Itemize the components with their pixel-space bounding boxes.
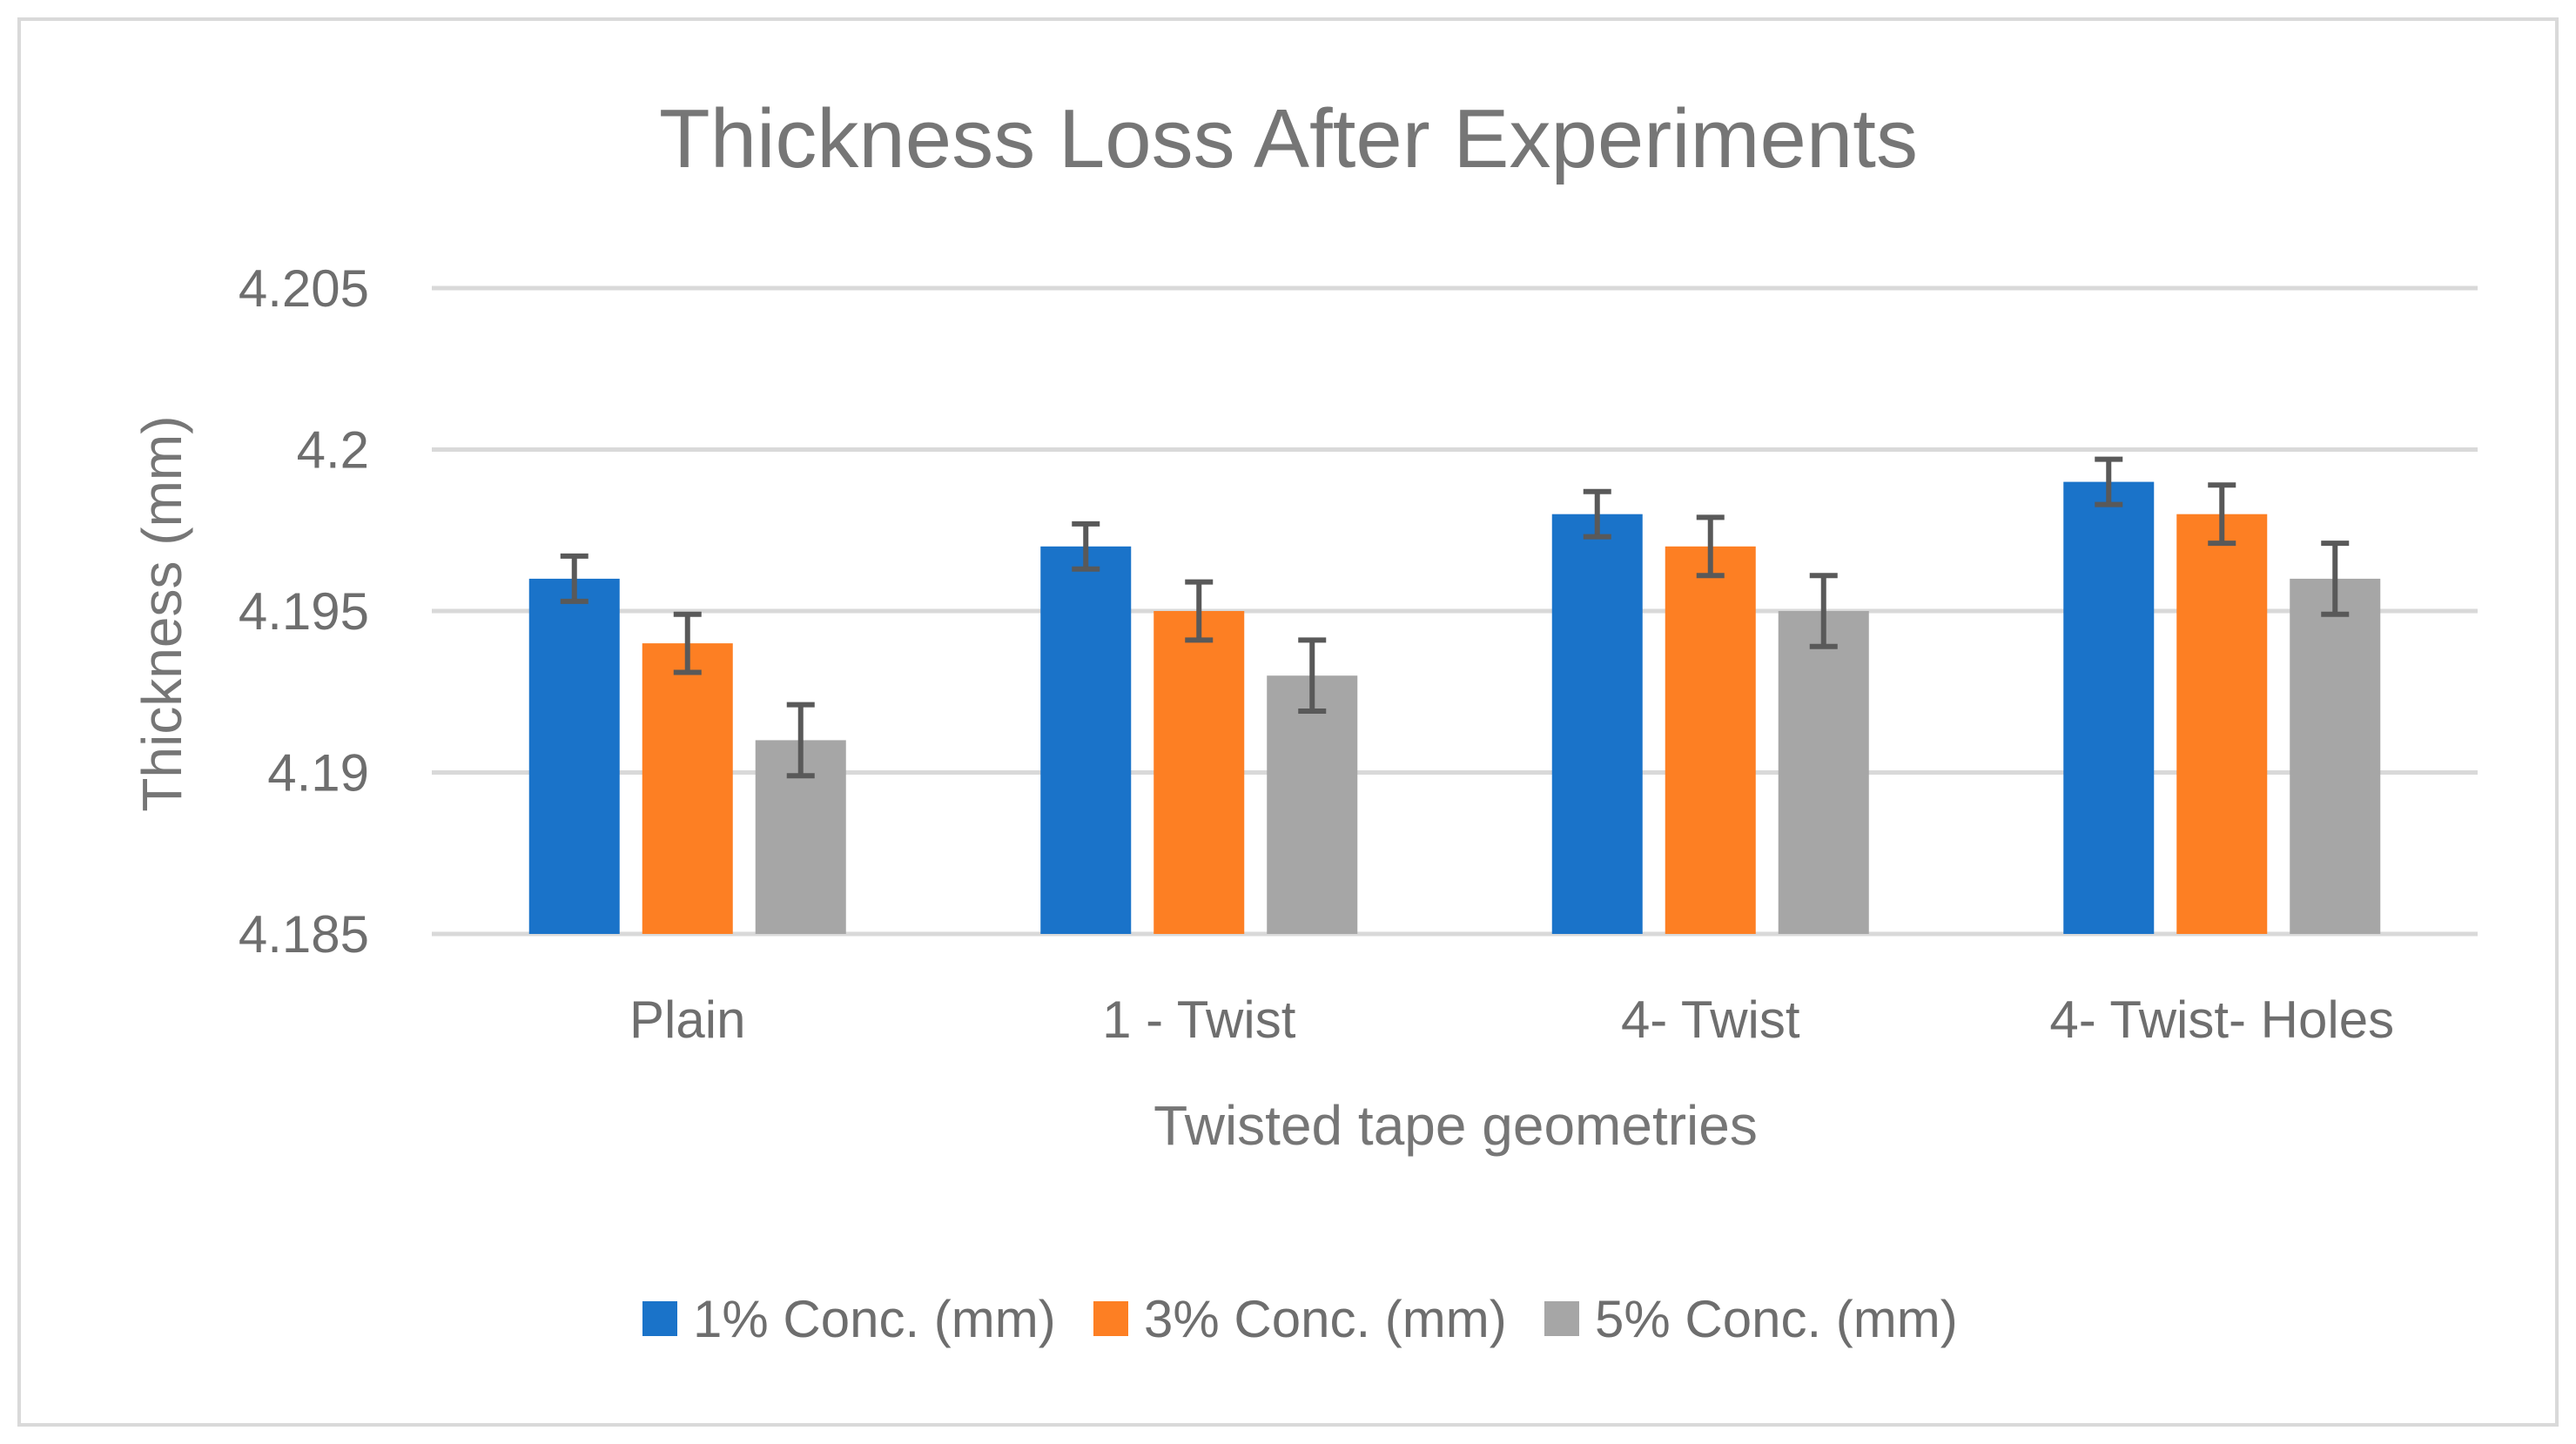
legend-label: 5% Conc. (mm) <box>1595 1290 1958 1348</box>
y-tick-label: 4.205 <box>239 259 369 318</box>
error-bar <box>786 702 815 779</box>
bar <box>1778 611 1869 934</box>
error-bar <box>1072 521 1100 572</box>
legend-item: 3% Conc. (mm) <box>1093 1290 1507 1348</box>
error-bar <box>2321 541 2350 617</box>
chart-title: Thickness Loss After Experiments <box>659 92 1918 185</box>
legend-label: 1% Conc. (mm) <box>693 1290 1056 1348</box>
bar <box>642 643 733 934</box>
legend-label: 3% Conc. (mm) <box>1144 1290 1507 1348</box>
y-axis-title: Thickness (mm) <box>131 415 193 811</box>
error-bar <box>673 611 702 675</box>
legend-swatch <box>642 1301 677 1336</box>
error-bar <box>1298 637 1327 715</box>
y-tick-label: 4.195 <box>239 582 369 641</box>
y-tick-label: 4.2 <box>297 421 369 480</box>
x-axis-tick-labels: Plain 1 - Twist 4- Twist 4- Twist- Holes <box>629 991 2394 1049</box>
error-bars <box>560 456 2350 779</box>
bar <box>1267 675 1358 934</box>
bar <box>528 578 620 934</box>
error-bar <box>1809 573 1838 649</box>
x-tick-label: Plain <box>629 991 745 1049</box>
error-bar <box>1185 579 1214 643</box>
bar <box>2290 578 2381 934</box>
bar <box>2063 481 2155 934</box>
y-tick-label: 4.185 <box>239 905 369 964</box>
bar <box>1040 546 1132 934</box>
bar <box>1551 514 1643 934</box>
legend: 1% Conc. (mm) 3% Conc. (mm) 5% Conc. (mm) <box>642 1290 1958 1348</box>
y-axis-tick-labels: 4.185 4.19 4.195 4.2 4.205 <box>239 259 369 964</box>
legend-item: 1% Conc. (mm) <box>642 1290 1056 1348</box>
error-bar <box>1696 514 1725 579</box>
bar <box>1665 546 1756 934</box>
x-axis-title: Twisted tape geometries <box>1153 1094 1758 1157</box>
legend-swatch <box>1544 1301 1579 1336</box>
legend-item: 5% Conc. (mm) <box>1544 1290 1958 1348</box>
x-tick-label: 1 - Twist <box>1102 991 1296 1049</box>
bars <box>528 481 2381 934</box>
error-bar <box>2208 482 2236 547</box>
error-bar <box>2095 456 2123 507</box>
error-bar <box>1583 488 1611 540</box>
error-bar <box>560 553 589 604</box>
bar <box>1153 611 1245 934</box>
y-tick-label: 4.19 <box>267 744 369 803</box>
x-tick-label: 4- Twist <box>1621 991 1800 1049</box>
bar <box>2176 514 2268 934</box>
x-tick-label: 4- Twist- Holes <box>2049 991 2394 1049</box>
legend-swatch <box>1093 1301 1128 1336</box>
